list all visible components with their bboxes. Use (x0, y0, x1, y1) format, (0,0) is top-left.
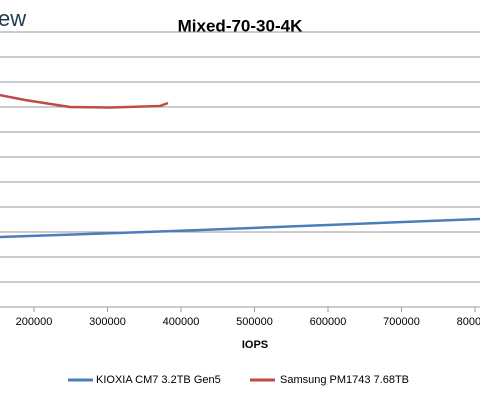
x-tick-label: 400000 (163, 316, 200, 328)
x-tick-label: 500000 (236, 316, 273, 328)
x-tick-label: 300000 (89, 316, 126, 328)
plot-area: 200000 300000 400000 500000 600000 700000 8000… (0, 31, 480, 328)
chart-title: Mixed-70-30-4K (178, 16, 303, 35)
legend-label: Samsung PM1743 7.68TB (280, 374, 409, 386)
series-line (0, 217, 480, 239)
x-tick-label: 700000 (383, 316, 420, 328)
logo: ew (0, 6, 26, 31)
x-tick-label: 200000 (16, 316, 53, 328)
x-axis-label: IOPS (242, 339, 268, 351)
x-tick-label: 800000 (457, 316, 480, 328)
legend-label: KIOXIA CM7 3.2TB Gen5 (96, 374, 221, 386)
x-tick-label: 600000 (310, 316, 347, 328)
series-line (0, 93, 169, 109)
